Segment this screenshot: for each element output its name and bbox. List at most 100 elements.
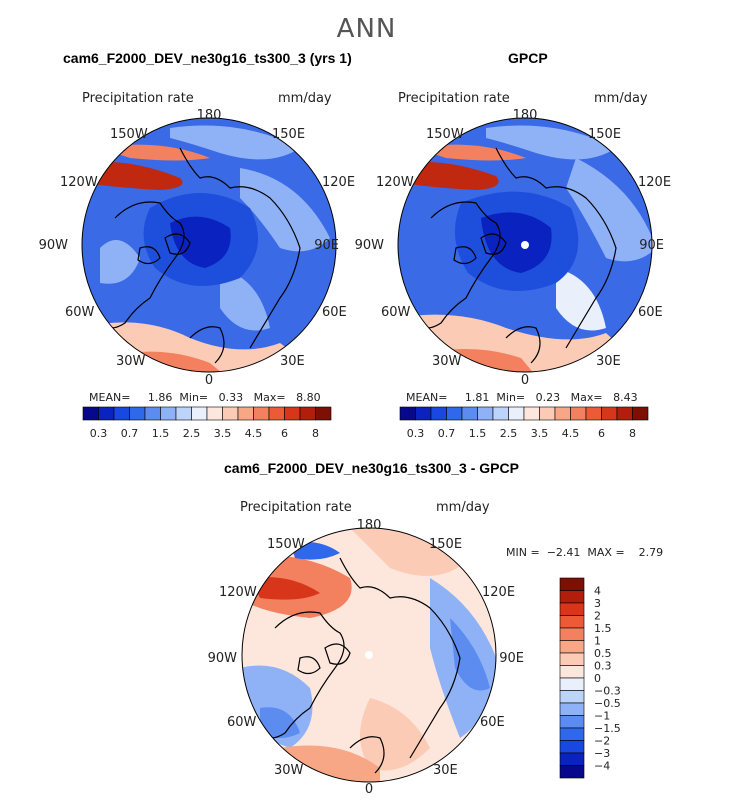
- lon-label: 90E: [499, 651, 524, 666]
- lon-label: 180: [197, 108, 222, 123]
- colorbar-swatch: [268, 406, 285, 421]
- lon-label: 150W: [110, 127, 148, 142]
- colorbar-swatch: [559, 677, 585, 691]
- lon-label: 150E: [272, 127, 305, 142]
- polar-map-diff: 180 0 90W 90E 150W 120W 150E 120E 60W 30…: [200, 518, 530, 797]
- colorbar-label: 2: [594, 610, 601, 623]
- min-value: 0.33: [218, 391, 244, 404]
- lon-label: 180: [357, 518, 382, 533]
- mean-label: MEAN=: [89, 391, 131, 404]
- lon-label: 60E: [480, 715, 505, 730]
- lon-label: 0: [365, 782, 373, 797]
- colorbar-swatch: [144, 406, 161, 421]
- colorbar-swatch: [237, 406, 254, 421]
- colorbar-label: 0.3: [90, 427, 108, 440]
- lon-label: 120E: [638, 175, 671, 190]
- lon-label: 90W: [39, 238, 69, 253]
- panel-title-diff: cam6_F2000_DEV_ne30g16_ts300_3 - GPCP: [224, 460, 519, 476]
- colorbar-swatch: [284, 406, 301, 421]
- colorbar-swatch: [415, 406, 432, 421]
- colorbar-label: −1: [594, 710, 610, 723]
- colorbar-swatch: [585, 406, 602, 421]
- pole-missing-dot: [521, 241, 529, 249]
- colorbar-swatch: [559, 690, 585, 704]
- colorbar-swatch: [559, 765, 585, 779]
- stats-model: MEAN= 1.86 Min= 0.33 Max= 8.80: [89, 391, 321, 404]
- lon-label: 60W: [381, 305, 411, 320]
- lon-label: 150W: [267, 537, 305, 552]
- colorbar-swatch: [554, 406, 571, 421]
- colorbar-swatch: [477, 406, 494, 421]
- colorbar-swatch: [570, 406, 587, 421]
- colorbar-label: 1: [594, 635, 601, 648]
- panel-title-obs: GPCP: [508, 50, 548, 66]
- colorbar-label: 3: [594, 597, 601, 610]
- colorbar-label: 6: [281, 427, 288, 440]
- colorbar-swatch: [508, 406, 525, 421]
- lon-label: 30E: [433, 763, 458, 778]
- colorbar-label: 6: [598, 427, 605, 440]
- stats-diff: MIN = −2.41 MAX = 2.79: [506, 546, 663, 559]
- colorbar-swatch: [559, 602, 585, 616]
- colorbar-swatch: [399, 406, 416, 421]
- lon-label: 30E: [596, 354, 621, 369]
- lon-label: 180: [513, 108, 538, 123]
- colorbar-swatch: [559, 702, 585, 716]
- panel-label-variable-diff: Precipitation rate: [240, 500, 352, 515]
- lon-label: 90W: [355, 238, 385, 253]
- max-label: MAX =: [587, 546, 625, 559]
- colorbar-label: −0.5: [594, 697, 621, 710]
- panel-label-units-diff: mm/day: [436, 500, 490, 515]
- colorbar-label: 8: [629, 427, 636, 440]
- colorbar-swatch: [129, 406, 146, 421]
- lon-label: 0: [205, 373, 213, 388]
- colorbar-label: 0: [594, 672, 601, 685]
- polar-map-obs: 180 0 90W 90E 150W 120W 150E 120E 60W 30…: [355, 108, 671, 388]
- lon-label: 90W: [208, 651, 238, 666]
- colorbar-swatch: [461, 406, 478, 421]
- panel-label-units-model: mm/day: [278, 91, 332, 106]
- mean-value: 1.81: [464, 391, 490, 404]
- colorbar-label: 0.5: [594, 647, 612, 660]
- colorbar-label: 1.5: [152, 427, 170, 440]
- pole-missing-dot: [365, 651, 373, 659]
- max-value: 8.80: [296, 391, 321, 404]
- colorbar-label: −2: [594, 735, 610, 748]
- colorbar-swatch: [98, 406, 115, 421]
- colorbar-label: 3.5: [214, 427, 232, 440]
- max-value: 2.79: [638, 546, 664, 559]
- colorbar-swatch: [632, 406, 649, 421]
- colorbar-swatch: [559, 590, 585, 604]
- lon-label: 120W: [60, 175, 98, 190]
- lon-label: 30W: [274, 763, 304, 778]
- min-value: 0.23: [535, 391, 561, 404]
- colorbar-swatch: [113, 406, 130, 421]
- lon-label: 120E: [322, 175, 355, 190]
- colorbar-swatch: [559, 627, 585, 641]
- colorbar-swatch: [253, 406, 270, 421]
- stats-obs: MEAN= 1.81 Min= 0.23 Max= 8.43: [406, 391, 638, 404]
- polar-map-model: 180 0 90W 90E 150W 120W 150E 120E 60W 30…: [39, 108, 355, 388]
- lon-label: 120W: [219, 585, 257, 600]
- max-label: Max=: [253, 391, 286, 404]
- colorbar-swatch: [601, 406, 618, 421]
- lon-label: 60W: [65, 305, 95, 320]
- colorbar-label: 8: [312, 427, 319, 440]
- colorbar-swatch: [523, 406, 540, 421]
- lon-label: 30W: [116, 354, 146, 369]
- lon-label: 60E: [322, 305, 347, 320]
- colorbar-label: 4.5: [245, 427, 263, 440]
- colorbar-swatch: [299, 406, 316, 421]
- colorbar-label: 2.5: [500, 427, 518, 440]
- colorbar-swatch: [559, 727, 585, 741]
- panel-label-units-obs: mm/day: [594, 91, 648, 106]
- min-value: −2.41: [546, 546, 581, 559]
- mean-label: MEAN=: [406, 391, 448, 404]
- colorbar-label: 0.7: [438, 427, 456, 440]
- colorbar-label: 0.7: [121, 427, 139, 440]
- lon-label: 30W: [432, 354, 462, 369]
- lon-label: 0: [521, 373, 529, 388]
- colorbar-swatch: [82, 406, 99, 421]
- colorbar-swatch: [616, 406, 633, 421]
- colorbar-label: −1.5: [594, 722, 621, 735]
